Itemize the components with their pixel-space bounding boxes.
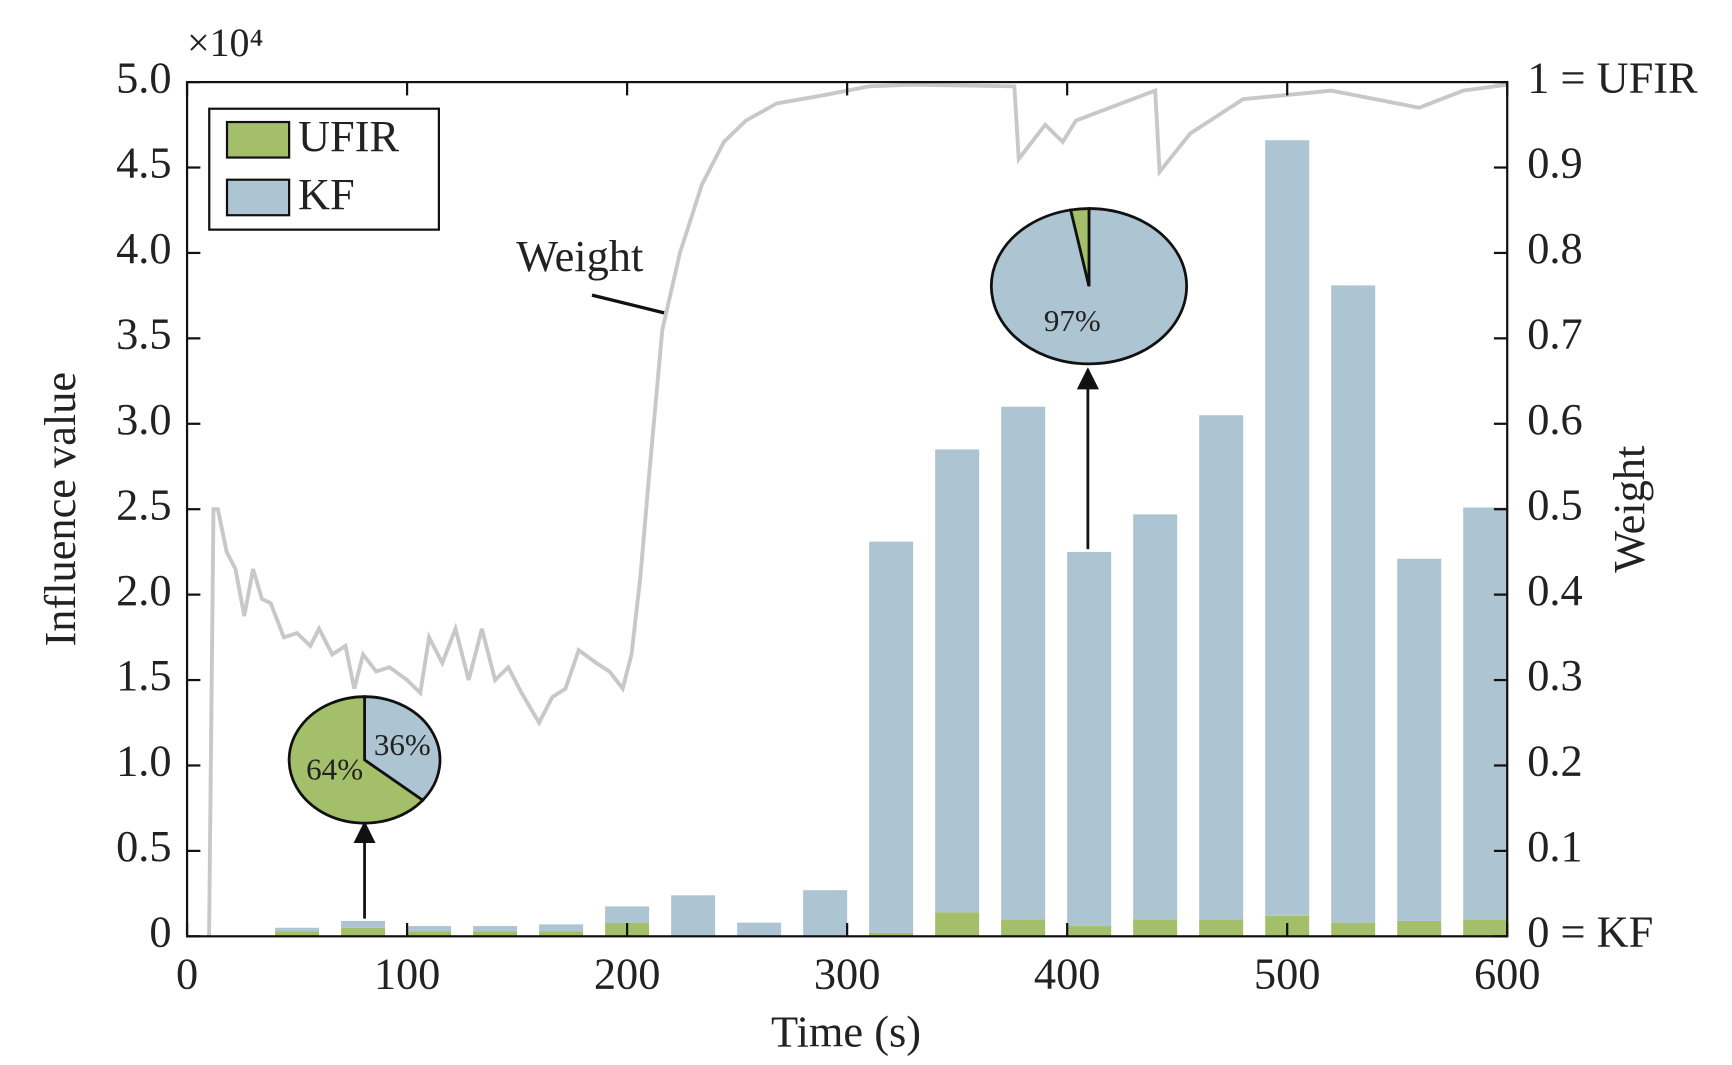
y2-tick-label: 0.8 [1527, 223, 1582, 273]
y2-tick-label: 0.2 [1527, 736, 1582, 786]
bar [1463, 507, 1508, 920]
bar [1397, 920, 1442, 937]
y-tick-label: 4.0 [116, 223, 171, 273]
annotation-leader [591, 293, 665, 315]
y-tick-label: 4.5 [116, 138, 171, 188]
pie-slice [1068, 207, 1091, 287]
x-tick-label: 300 [814, 949, 881, 999]
legend-label: UFIR [298, 111, 399, 161]
bar [1265, 140, 1310, 916]
bar [671, 895, 716, 937]
y-tick-label: 3.5 [116, 309, 171, 359]
bar [605, 906, 650, 923]
bar [803, 890, 848, 937]
bar [1133, 514, 1178, 920]
x-tick-label: 0 [176, 949, 198, 999]
pie-label: 36% [374, 727, 431, 762]
bar [1001, 919, 1046, 937]
bar [1133, 919, 1178, 937]
bar [407, 931, 452, 937]
y2-tick-label: 1 = UFIR [1527, 52, 1698, 102]
y2-tick-label: 0 = KF [1527, 907, 1653, 957]
bar [1067, 926, 1112, 937]
bar [737, 922, 782, 937]
bar [935, 449, 980, 913]
bar [341, 927, 386, 937]
bar [935, 912, 980, 937]
y2-tick-label: 0.3 [1527, 650, 1582, 700]
bar [275, 931, 320, 937]
bar [869, 541, 914, 933]
x-tick-label: 400 [1034, 949, 1101, 999]
bar [1331, 285, 1376, 923]
y2-tick-label: 0.1 [1527, 821, 1582, 871]
bar [1331, 922, 1376, 937]
y-tick-label: 1.5 [116, 650, 171, 700]
bar [869, 932, 914, 937]
y2-tick-label: 0.6 [1527, 394, 1582, 444]
x-tick-label: 600 [1474, 949, 1541, 999]
x-tick-label: 200 [594, 949, 661, 999]
legend-label: KF [298, 169, 355, 219]
y-tick-label: 5.0 [116, 52, 171, 102]
plot-area [207, 82, 1508, 937]
y2-tick-label: 0.7 [1527, 309, 1582, 359]
pie-slice [287, 695, 425, 825]
bar [1001, 406, 1046, 920]
y-tick-label: 3.0 [116, 394, 171, 444]
bar [1463, 919, 1508, 937]
bar [539, 931, 584, 937]
pie-slice [363, 695, 442, 803]
y2-axis-label: Weight [1604, 445, 1654, 573]
y2-tick-label: 0.4 [1527, 565, 1582, 615]
bar [341, 920, 386, 928]
y-tick-label: 1.0 [116, 736, 171, 786]
y-axis-label: Influence value [35, 372, 85, 647]
y-tick-label: 0.5 [116, 821, 171, 871]
y2-tick-label: 0.5 [1527, 479, 1582, 529]
bar [539, 924, 584, 932]
x-tick-label: 500 [1254, 949, 1321, 999]
bar [1199, 415, 1244, 920]
legend-swatch [225, 120, 291, 159]
bar [1397, 558, 1442, 921]
x-axis-label: Time (s) [771, 1006, 921, 1056]
pie-label: 97% [1044, 303, 1101, 338]
y-tick-label: 2.5 [116, 479, 171, 529]
y2-tick-label: 0.9 [1527, 138, 1582, 188]
bar [407, 926, 452, 932]
bar [1199, 919, 1244, 937]
bar [473, 931, 518, 937]
y-multiplier: ×10⁴ [187, 20, 263, 65]
x-tick-label: 100 [374, 949, 441, 999]
y-tick-label: 0 [149, 907, 171, 957]
y-tick-label: 2.0 [116, 565, 171, 615]
legend-swatch [225, 178, 291, 217]
bar [1067, 551, 1112, 927]
pie-label: 64% [306, 751, 363, 786]
line-annotation: Weight [516, 231, 644, 281]
bar [275, 927, 320, 932]
weight-line [207, 82, 1508, 937]
bar [473, 926, 518, 932]
